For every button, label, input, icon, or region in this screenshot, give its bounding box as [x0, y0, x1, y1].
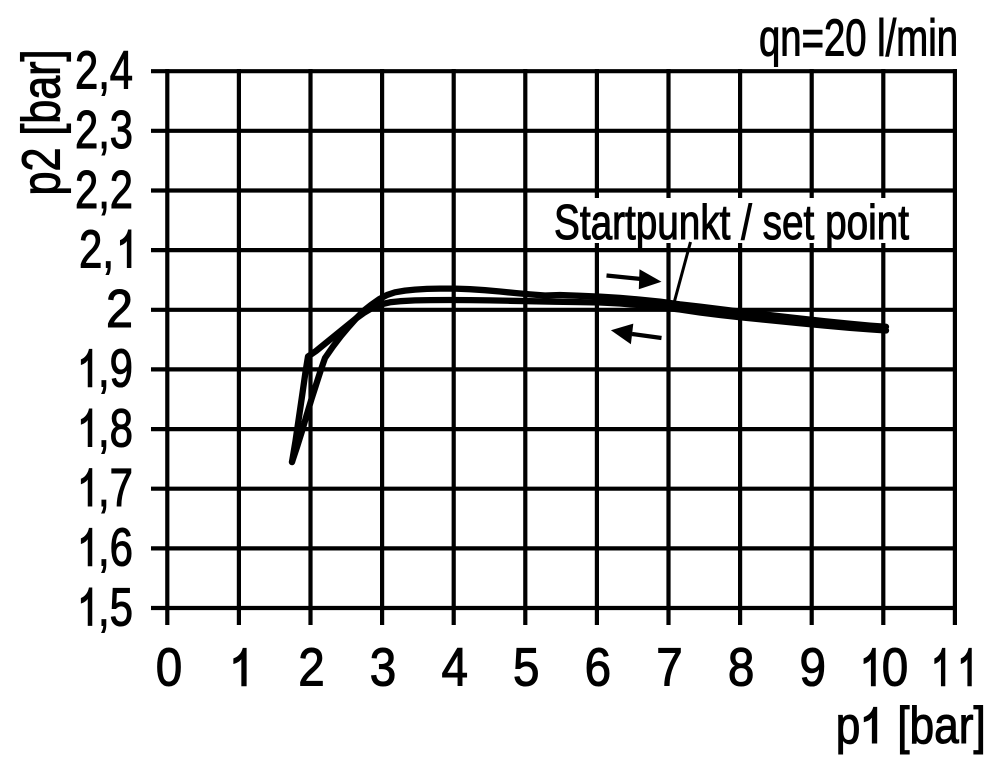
svg-text:p: p	[836, 696, 861, 754]
svg-text:9: 9	[799, 638, 826, 698]
svg-text:8: 8	[728, 638, 755, 698]
svg-text:0: 0	[882, 638, 909, 698]
svg-text:,5: ,5	[98, 577, 133, 637]
svg-text:2,2: 2,2	[75, 160, 133, 220]
svg-text:3: 3	[370, 638, 397, 698]
svg-text:6: 6	[585, 638, 612, 698]
svg-text:,8: ,8	[98, 398, 133, 458]
svg-text:,9: ,9	[98, 339, 133, 399]
svg-text:qn=20 l/min: qn=20 l/min	[759, 9, 958, 67]
svg-text:[bar]: [bar]	[897, 696, 986, 754]
svg-text:,6: ,6	[98, 518, 133, 578]
svg-text:5: 5	[513, 638, 540, 698]
svg-text:2,4: 2,4	[75, 41, 133, 101]
svg-text:2: 2	[298, 638, 325, 698]
svg-text:0: 0	[156, 638, 183, 698]
svg-text:Startpunkt / set point: Startpunkt / set point	[554, 196, 909, 250]
svg-text:2,3: 2,3	[75, 100, 133, 160]
svg-text:4: 4	[441, 638, 468, 698]
svg-text:2,: 2,	[79, 219, 114, 279]
svg-text:p2 [bar]: p2 [bar]	[12, 50, 72, 196]
svg-text:,7: ,7	[98, 458, 133, 518]
svg-text:7: 7	[656, 638, 683, 698]
svg-text:2: 2	[106, 279, 133, 339]
